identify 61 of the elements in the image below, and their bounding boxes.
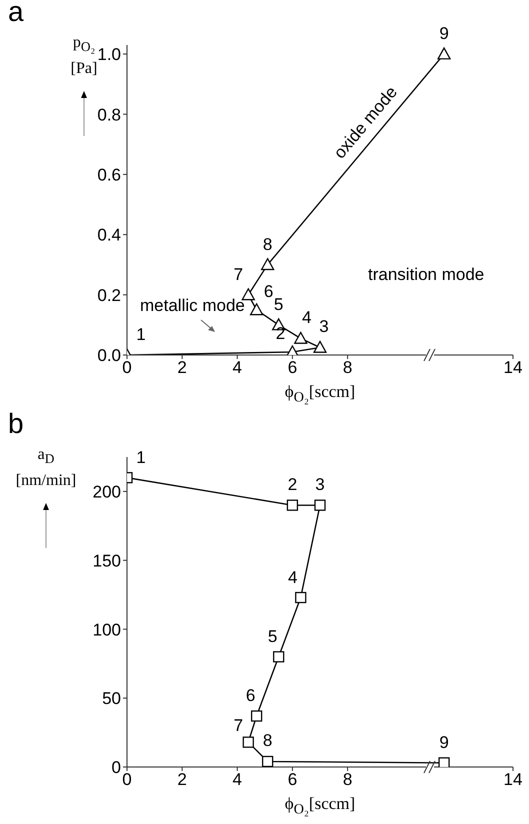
point	[242, 288, 255, 300]
annotation: 1	[135, 448, 147, 468]
annotation: 5	[274, 294, 284, 314]
y-axis-title: a$_{D}$ [nm/min]	[16, 446, 76, 490]
annotation: 3	[318, 317, 330, 338]
annotation: 2	[286, 475, 298, 496]
point	[250, 710, 262, 722]
x-tick-label: 2	[177, 770, 187, 790]
y-tick-label: 0.6	[97, 165, 121, 184]
annotation: transition mode	[368, 265, 484, 285]
y-axis-title: p$_{O₂}$ [Pa]	[70, 34, 98, 78]
x-tick-label: 6	[288, 770, 298, 790]
point	[295, 592, 306, 604]
point	[314, 500, 326, 511]
x-tick-label: 14	[504, 770, 522, 790]
x-tick-label: 8	[342, 770, 352, 790]
annotation: 1	[135, 325, 147, 345]
chart-title: a	[8, 0, 24, 28]
text: 9	[438, 24, 450, 44]
y-tick-label: 200	[92, 482, 121, 502]
annotation: 2	[274, 324, 286, 344]
x-tick-label: 8	[342, 358, 352, 378]
point	[286, 500, 298, 511]
y-tick-label: 1.0	[97, 45, 121, 64]
y-tick-label: 0.0	[97, 346, 121, 366]
annotation: metallic mode	[140, 296, 245, 316]
point	[261, 258, 274, 270]
point	[294, 332, 308, 344]
x-tick-label: 14	[504, 358, 522, 378]
y-tick-label: 150	[92, 551, 121, 570]
annotation: 5	[266, 626, 278, 647]
annotation: 4	[286, 568, 298, 588]
annotation: 3	[314, 475, 326, 496]
y-tick-label: 0.8	[97, 105, 121, 124]
annotation: 4	[300, 308, 312, 328]
y-tick-label: 100	[92, 620, 121, 640]
annotation: 7	[232, 716, 244, 736]
point	[242, 736, 254, 748]
y-tick-label: 0	[112, 758, 121, 778]
point	[438, 757, 450, 767]
annotation: 8	[262, 731, 274, 752]
annotation: 6	[244, 686, 256, 706]
y-tick-label: 0.4	[97, 226, 121, 245]
x-tick-label: 4	[232, 358, 242, 378]
point	[262, 756, 274, 767]
annotation: 7	[232, 264, 244, 285]
annotation: 8	[262, 234, 274, 255]
y-tick-label: 50	[102, 689, 121, 708]
x-axis-title: ϕ$_{O₂}$[sccm]	[284, 794, 356, 818]
x-axis-title: ϕ$_{O₂}$[sccm]	[284, 382, 356, 406]
chart-title: b	[8, 408, 24, 440]
x-tick-label: 4	[232, 770, 242, 790]
y-tick-label: 0.2	[97, 286, 121, 305]
point	[437, 47, 451, 60]
point	[250, 303, 264, 316]
point	[273, 651, 284, 662]
annotation: 6	[264, 282, 274, 301]
x-tick-label: 6	[288, 358, 298, 378]
x-tick-label: 2	[177, 358, 187, 378]
point	[313, 340, 327, 353]
annotation: 9	[438, 732, 450, 753]
